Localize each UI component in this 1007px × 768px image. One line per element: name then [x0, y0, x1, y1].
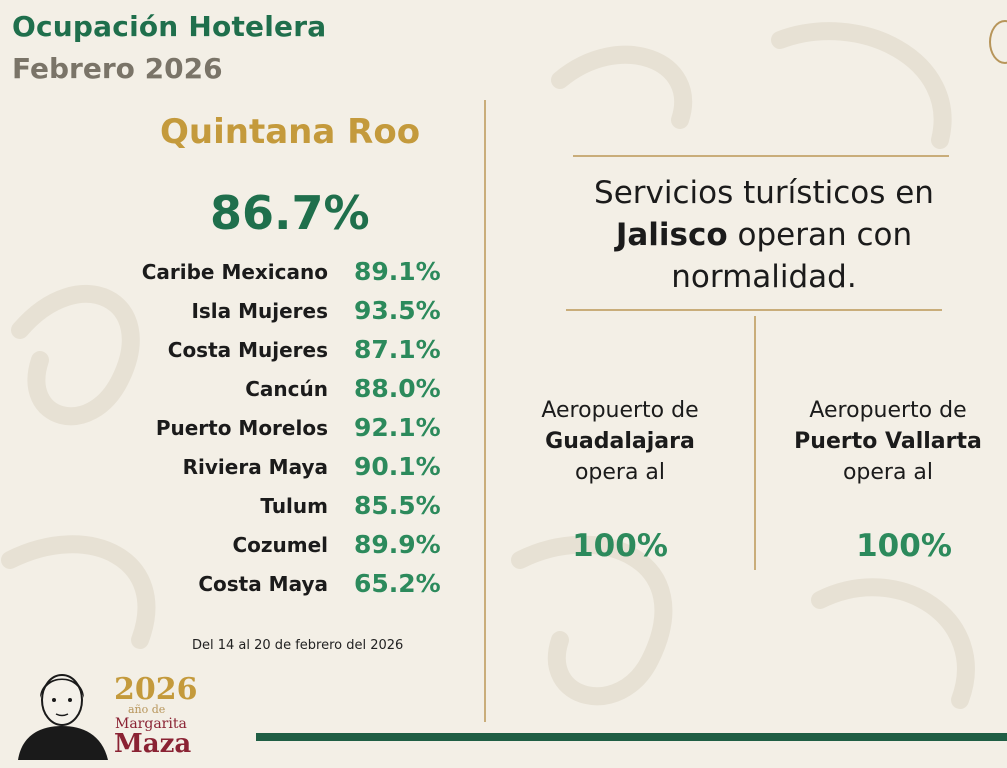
- destination-row: Cozumel 89.9%: [110, 525, 455, 564]
- destination-row: Cancún 88.0%: [110, 369, 455, 408]
- airport-prefix: Aeropuerto de: [541, 398, 699, 423]
- airport-prefix: Aeropuerto de: [809, 398, 967, 423]
- vertical-divider: [484, 100, 486, 722]
- page-title: Ocupación Hotelera: [12, 10, 327, 43]
- jalisco-state-name: Jalisco: [615, 217, 728, 253]
- destination-name: Riviera Maya: [182, 454, 328, 479]
- destination-value: 90.1%: [354, 452, 441, 481]
- logo-caption: año de: [128, 703, 166, 716]
- destination-row: Riviera Maya 90.1%: [110, 447, 455, 486]
- destination-value: 92.1%: [354, 413, 441, 442]
- airport-suffix: opera al: [574, 460, 666, 485]
- destination-value: 87.1%: [354, 335, 441, 364]
- jalisco-message-line1: Servicios turísticos en: [594, 175, 934, 211]
- destination-row: Costa Maya 65.2%: [110, 564, 455, 603]
- destination-value: 93.5%: [354, 296, 441, 325]
- destination-list: Caribe Mexicano 89.1% Isla Mujeres 93.5%…: [110, 252, 455, 603]
- jalisco-message-line2: operan con: [727, 217, 913, 253]
- horizontal-rule-middle: [566, 309, 942, 311]
- destination-name: Costa Mujeres: [167, 337, 328, 362]
- airport-suffix: opera al: [842, 460, 934, 485]
- destination-value: 65.2%: [354, 569, 441, 598]
- destination-row: Tulum 85.5%: [110, 486, 455, 525]
- destination-name: Cancún: [245, 376, 328, 401]
- airport-guadalajara-value: 100%: [572, 528, 668, 564]
- airport-name: Guadalajara: [545, 429, 695, 454]
- destination-row: Isla Mujeres 93.5%: [110, 291, 455, 330]
- destination-row: Caribe Mexicano 89.1%: [110, 252, 455, 291]
- date-range-note: Del 14 al 20 de febrero del 2026: [192, 638, 404, 653]
- destination-name: Puerto Morelos: [155, 415, 328, 440]
- logo-year: 2026: [114, 672, 198, 707]
- page-subtitle: Febrero 2026: [12, 52, 223, 85]
- airport-puerto-vallarta-value: 100%: [856, 528, 952, 564]
- logo-first-name: Margarita: [115, 716, 187, 732]
- destination-name: Caribe Mexicano: [141, 259, 328, 284]
- destination-row: Costa Mujeres 87.1%: [110, 330, 455, 369]
- jalisco-message-line3: normalidad.: [671, 259, 857, 295]
- horizontal-rule-top: [573, 155, 949, 157]
- bottom-bar: [256, 733, 1007, 741]
- destination-value: 88.0%: [354, 374, 441, 403]
- jalisco-message: Servicios turísticos en Jalisco operan c…: [570, 172, 958, 298]
- destination-value: 85.5%: [354, 491, 441, 520]
- portrait-icon: [18, 674, 108, 760]
- airport-name: Puerto Vallarta: [794, 429, 982, 454]
- airport-puerto-vallarta-card: Aeropuerto de Puerto Vallarta opera al: [768, 395, 1007, 488]
- destination-value: 89.1%: [354, 257, 441, 286]
- destination-name: Cozumel: [232, 532, 328, 557]
- destination-name: Costa Maya: [198, 571, 328, 596]
- destination-row: Puerto Morelos 92.1%: [110, 408, 455, 447]
- destination-name: Isla Mujeres: [191, 298, 328, 323]
- destination-value: 89.9%: [354, 530, 441, 559]
- region-title: Quintana Roo: [160, 112, 421, 152]
- region-total-occupancy: 86.7%: [210, 186, 370, 240]
- logo-last-name: Maza: [114, 729, 192, 759]
- airport-guadalajara-card: Aeropuerto de Guadalajara opera al: [500, 395, 740, 488]
- destination-name: Tulum: [260, 493, 328, 518]
- airport-divider: [754, 316, 756, 570]
